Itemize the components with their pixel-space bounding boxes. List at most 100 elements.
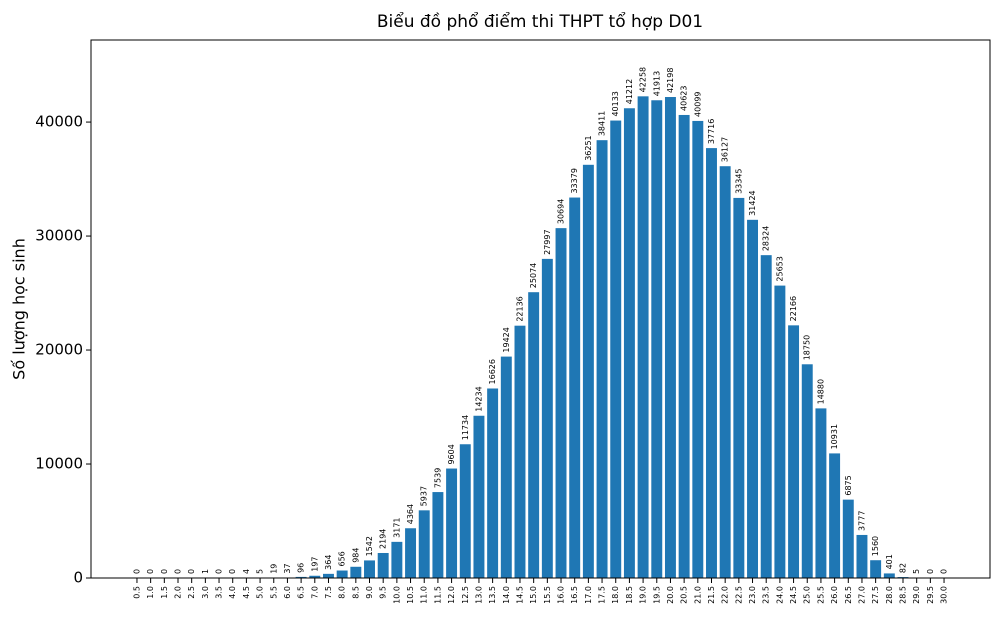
value-label: 3171 xyxy=(392,517,401,537)
bar xyxy=(870,560,882,578)
value-label: 25653 xyxy=(775,256,784,281)
value-label: 41913 xyxy=(652,71,661,96)
x-tick-label: 12.0 xyxy=(447,586,456,604)
value-label: 0 xyxy=(174,569,183,574)
bar xyxy=(446,468,458,578)
bar xyxy=(678,114,690,579)
value-label: 0 xyxy=(160,569,169,574)
x-tick-label: 15.0 xyxy=(529,586,538,604)
value-label: 42198 xyxy=(666,68,675,93)
value-label: 37716 xyxy=(707,119,716,144)
value-label: 5 xyxy=(912,569,921,574)
bar xyxy=(473,415,485,578)
x-tick-label: 30.0 xyxy=(940,586,949,604)
value-label: 4364 xyxy=(406,504,415,524)
value-label: 7539 xyxy=(433,468,442,488)
bar xyxy=(391,541,403,578)
bar xyxy=(842,499,854,578)
x-tick-label: 26.5 xyxy=(844,586,853,604)
x-tick-label: 19.0 xyxy=(639,586,648,604)
value-label: 0 xyxy=(215,569,224,574)
x-tick-label: 14.0 xyxy=(502,586,511,604)
x-tick-label: 8.0 xyxy=(338,586,347,599)
x-tick-label: 4.5 xyxy=(242,586,251,599)
x-tick-label: 18.0 xyxy=(611,586,620,604)
chart-title: Biểu đồ phổ điểm thi THPT tổ hợp D01 xyxy=(377,11,703,32)
bar xyxy=(610,120,622,578)
value-label: 9604 xyxy=(447,444,456,464)
x-tick-label: 29.0 xyxy=(912,586,921,604)
bar xyxy=(692,120,704,578)
x-tick-label: 21.0 xyxy=(693,586,702,604)
value-label: 984 xyxy=(351,548,360,563)
bar xyxy=(487,388,499,578)
value-label: 16626 xyxy=(488,359,497,384)
value-label: 2194 xyxy=(379,529,388,549)
bar xyxy=(569,197,581,578)
bar xyxy=(364,560,375,578)
bar xyxy=(856,534,868,578)
x-tick-label: 24.5 xyxy=(789,586,798,604)
x-tick-label: 11.0 xyxy=(420,586,429,604)
bar xyxy=(664,97,676,579)
x-tick-label: 1.5 xyxy=(160,586,169,599)
x-tick-label: 14.5 xyxy=(515,586,524,604)
bar xyxy=(623,108,635,578)
bar xyxy=(541,258,553,578)
bar xyxy=(350,566,362,578)
value-label: 33345 xyxy=(734,168,743,193)
x-tick-label: 3.5 xyxy=(215,586,224,599)
x-tick-label: 25.0 xyxy=(803,586,812,604)
x-tick-label: 25.5 xyxy=(816,586,825,604)
value-label: 33379 xyxy=(570,168,579,193)
x-tick-label: 8.5 xyxy=(351,586,360,599)
x-tick-label: 23.0 xyxy=(748,586,757,604)
x-tick-label: 24.0 xyxy=(775,586,784,604)
x-tick-label: 5.0 xyxy=(256,586,265,599)
value-label: 14880 xyxy=(816,379,825,404)
bar xyxy=(555,228,567,578)
x-tick-label: 9.0 xyxy=(365,586,374,599)
value-label: 1560 xyxy=(871,536,880,556)
x-tick-label: 1.0 xyxy=(146,586,155,599)
value-label: 30694 xyxy=(557,199,566,224)
value-label: 3777 xyxy=(857,511,866,531)
bar xyxy=(528,292,540,578)
bar xyxy=(377,552,389,578)
value-label: 27997 xyxy=(543,229,552,254)
value-label: 11734 xyxy=(461,415,470,440)
bar xyxy=(719,166,731,578)
x-tick-label: 16.0 xyxy=(557,586,566,604)
x-tick-label: 11.5 xyxy=(433,586,442,604)
bar xyxy=(706,148,717,578)
bar xyxy=(405,528,417,578)
value-label: 31424 xyxy=(748,190,757,215)
value-label: 36127 xyxy=(721,137,730,162)
value-label: 40099 xyxy=(693,91,702,116)
x-tick-label: 13.0 xyxy=(474,586,483,604)
x-tick-label: 21.5 xyxy=(707,586,716,604)
bar xyxy=(883,573,895,578)
bar xyxy=(733,197,745,578)
bar xyxy=(514,325,526,578)
value-label: 22136 xyxy=(515,296,524,321)
value-label: 401 xyxy=(885,554,894,569)
x-tick-label: 26.0 xyxy=(830,586,839,604)
value-label: 364 xyxy=(324,555,333,570)
value-label: 40623 xyxy=(680,86,689,111)
bar xyxy=(829,453,841,578)
bar xyxy=(788,325,800,578)
bar xyxy=(815,408,827,578)
value-label: 0 xyxy=(926,569,935,574)
x-tick-label: 28.0 xyxy=(885,586,894,604)
y-tick-label: 10000 xyxy=(35,455,83,473)
value-label: 22166 xyxy=(789,296,798,321)
x-tick-label: 2.0 xyxy=(174,586,183,599)
x-tick-label: 20.0 xyxy=(666,586,675,604)
value-label: 5 xyxy=(256,569,265,574)
x-tick-label: 6.0 xyxy=(283,586,292,599)
bar xyxy=(596,140,608,579)
x-tick-label: 22.0 xyxy=(721,586,730,604)
value-label: 6875 xyxy=(844,475,853,495)
